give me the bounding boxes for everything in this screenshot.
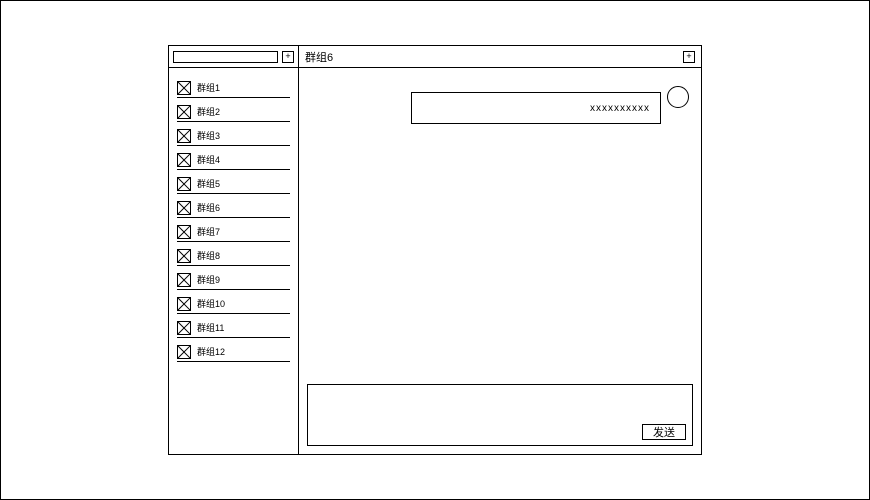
group-label: 群组11 <box>197 321 224 334</box>
chat-header: 群组6 + <box>299 46 701 68</box>
group-label: 群组2 <box>197 105 220 118</box>
group-item[interactable]: 群组5 <box>177 170 290 194</box>
group-label: 群组4 <box>197 153 220 166</box>
group-item[interactable]: 群组12 <box>177 338 290 362</box>
group-label: 群组5 <box>197 177 220 190</box>
chat-header-action-button[interactable]: + <box>683 51 695 63</box>
group-label: 群组1 <box>197 81 220 94</box>
group-item[interactable]: 群组7 <box>177 218 290 242</box>
group-list: 群组1 群组2 群组3 群组4 群组5 群组6 群组7 群组8 群组9 群组10 群组11 群组12 <box>169 68 298 454</box>
send-button[interactable]: 发送 <box>642 424 686 440</box>
group-item[interactable]: 群组8 <box>177 242 290 266</box>
group-label: 群组3 <box>197 129 220 142</box>
group-placeholder-icon <box>177 225 191 239</box>
group-label: 群组6 <box>197 201 220 214</box>
group-placeholder-icon <box>177 273 191 287</box>
add-group-button[interactable]: + <box>282 51 294 63</box>
compose-area[interactable]: 发送 <box>307 384 693 446</box>
group-placeholder-icon <box>177 249 191 263</box>
group-item[interactable]: 群组6 <box>177 194 290 218</box>
group-label: 群组10 <box>197 297 225 310</box>
sidebar-header: + <box>169 46 298 68</box>
message-text: xxxxxxxxxx <box>590 103 650 114</box>
message-bubble: xxxxxxxxxx <box>411 92 661 124</box>
group-placeholder-icon <box>177 345 191 359</box>
main-panel: 群组6 + xxxxxxxxxx 发送 <box>299 46 701 454</box>
avatar <box>667 86 689 108</box>
group-item[interactable]: 群组11 <box>177 314 290 338</box>
app-frame: + 群组1群组2群组3群组4群组5群组6群组7群组8群组9群组10群组11群组1… <box>168 45 702 455</box>
group-placeholder-icon <box>177 81 191 95</box>
group-item[interactable]: 群组4 <box>177 146 290 170</box>
group-item[interactable]: 群组1 <box>177 74 290 98</box>
group-placeholder-icon <box>177 129 191 143</box>
group-label: 群组7 <box>197 225 220 238</box>
chat-messages-area: xxxxxxxxxx <box>299 68 701 384</box>
group-label: 群组8 <box>197 249 220 262</box>
group-item[interactable]: 群组10 <box>177 290 290 314</box>
group-placeholder-icon <box>177 297 191 311</box>
group-placeholder-icon <box>177 177 191 191</box>
group-placeholder-icon <box>177 153 191 167</box>
chat-title: 群组6 <box>305 49 333 65</box>
message-row: xxxxxxxxxx <box>411 92 689 124</box>
group-placeholder-icon <box>177 321 191 335</box>
group-placeholder-icon <box>177 201 191 215</box>
sidebar: + 群组1群组2群组3群组4群组5群组6群组7群组8群组9群组10群组11群组1… <box>169 46 299 454</box>
group-label: 群组9 <box>197 273 220 286</box>
group-placeholder-icon <box>177 105 191 119</box>
group-item[interactable]: 群组2 <box>177 98 290 122</box>
group-label: 群组12 <box>197 345 225 358</box>
search-input[interactable] <box>173 51 278 63</box>
group-item[interactable]: 群组3 <box>177 122 290 146</box>
group-item[interactable]: 群组9 <box>177 266 290 290</box>
